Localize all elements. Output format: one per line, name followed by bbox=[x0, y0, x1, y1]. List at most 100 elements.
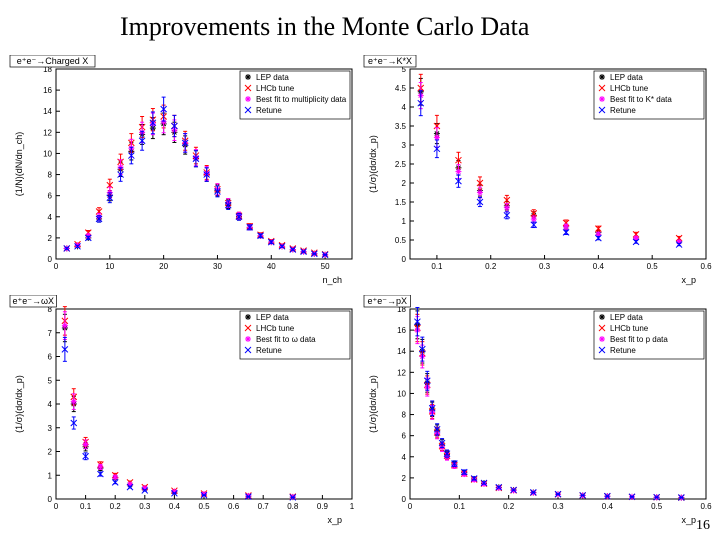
svg-text:3: 3 bbox=[402, 141, 407, 150]
svg-text:(1/σ)(dσ/dx_p): (1/σ)(dσ/dx_p) bbox=[368, 135, 378, 193]
chart-omega-x: 00.10.20.30.40.50.60.70.80.91012345678x_… bbox=[8, 295, 358, 531]
svg-text:12: 12 bbox=[397, 368, 406, 377]
svg-text:e⁺e⁻→Charged X: e⁺e⁻→Charged X bbox=[17, 56, 89, 66]
svg-text:0.1: 0.1 bbox=[80, 502, 92, 511]
svg-text:0.2: 0.2 bbox=[110, 502, 122, 511]
svg-text:0.4: 0.4 bbox=[169, 502, 181, 511]
svg-text:0: 0 bbox=[48, 495, 53, 504]
svg-text:8: 8 bbox=[402, 410, 407, 419]
svg-text:20: 20 bbox=[159, 262, 168, 271]
svg-text:0.5: 0.5 bbox=[651, 502, 663, 511]
svg-text:Retune: Retune bbox=[256, 106, 282, 115]
svg-text:50: 50 bbox=[321, 262, 330, 271]
svg-text:8: 8 bbox=[48, 171, 53, 180]
svg-text:Best fit to K* data: Best fit to K* data bbox=[610, 95, 672, 104]
chart-kstar-x: 0.10.20.30.40.50.600.511.522.533.544.55x… bbox=[362, 55, 712, 291]
svg-text:LEP data: LEP data bbox=[610, 313, 643, 322]
svg-text:1.5: 1.5 bbox=[395, 198, 407, 207]
svg-text:1: 1 bbox=[402, 217, 407, 226]
svg-text:Best fit to p data: Best fit to p data bbox=[610, 335, 668, 344]
svg-text:x_p: x_p bbox=[681, 515, 696, 525]
svg-text:0.6: 0.6 bbox=[700, 262, 712, 271]
chart-charged-x: 01020304050024681012141618n_ch(1/N)(dN/d… bbox=[8, 55, 358, 291]
svg-text:0.1: 0.1 bbox=[454, 502, 466, 511]
svg-text:LHCb tune: LHCb tune bbox=[256, 324, 295, 333]
svg-text:0.8: 0.8 bbox=[287, 502, 299, 511]
svg-text:LHCb tune: LHCb tune bbox=[256, 84, 295, 93]
svg-text:14: 14 bbox=[397, 347, 406, 356]
page-title: Improvements in the Monte Carlo Data bbox=[120, 12, 529, 42]
svg-text:LEP data: LEP data bbox=[610, 73, 643, 82]
svg-text:LHCb tune: LHCb tune bbox=[610, 324, 649, 333]
svg-text:e⁺e⁻→ωX: e⁺e⁻→ωX bbox=[12, 296, 54, 306]
svg-text:2: 2 bbox=[48, 447, 53, 456]
svg-text:0.2: 0.2 bbox=[485, 262, 497, 271]
svg-text:3: 3 bbox=[48, 423, 53, 432]
svg-text:e⁺e⁻→pX: e⁺e⁻→pX bbox=[367, 296, 407, 306]
svg-text:(1/σ)(dσ/dx_p): (1/σ)(dσ/dx_p) bbox=[368, 375, 378, 433]
svg-text:0.5: 0.5 bbox=[647, 262, 659, 271]
svg-text:Retune: Retune bbox=[610, 106, 636, 115]
svg-text:0.7: 0.7 bbox=[258, 502, 270, 511]
svg-text:Best fit to ω data: Best fit to ω data bbox=[256, 335, 316, 344]
svg-text:LEP data: LEP data bbox=[256, 313, 289, 322]
svg-text:2: 2 bbox=[402, 179, 407, 188]
svg-text:3.5: 3.5 bbox=[395, 122, 407, 131]
svg-text:e⁺e⁻→K*X: e⁺e⁻→K*X bbox=[368, 56, 412, 66]
svg-text:0: 0 bbox=[48, 255, 53, 264]
svg-text:2.5: 2.5 bbox=[395, 160, 407, 169]
svg-text:2: 2 bbox=[48, 234, 53, 243]
svg-text:(1/N)(dN/dn_ch): (1/N)(dN/dn_ch) bbox=[14, 132, 24, 197]
svg-text:1: 1 bbox=[48, 471, 53, 480]
svg-text:5: 5 bbox=[48, 376, 53, 385]
svg-text:0.6: 0.6 bbox=[700, 502, 712, 511]
svg-text:0.6: 0.6 bbox=[228, 502, 240, 511]
svg-text:(1/σ)(dσ/dx_p): (1/σ)(dσ/dx_p) bbox=[14, 375, 24, 433]
svg-text:6: 6 bbox=[48, 352, 53, 361]
svg-text:Retune: Retune bbox=[610, 346, 636, 355]
svg-text:0: 0 bbox=[408, 502, 413, 511]
svg-text:LHCb tune: LHCb tune bbox=[610, 84, 649, 93]
svg-text:x_p: x_p bbox=[327, 515, 342, 525]
chart-grid: 01020304050024681012141618n_ch(1/N)(dN/d… bbox=[8, 55, 712, 530]
svg-text:0.9: 0.9 bbox=[317, 502, 329, 511]
svg-text:x_p: x_p bbox=[681, 275, 696, 285]
chart-p-x: 00.10.20.30.40.50.6024681012141618x_p(1/… bbox=[362, 295, 712, 531]
svg-text:4: 4 bbox=[402, 452, 407, 461]
svg-text:Retune: Retune bbox=[256, 346, 282, 355]
svg-text:Best fit to multiplicity data: Best fit to multiplicity data bbox=[256, 95, 347, 104]
svg-text:16: 16 bbox=[43, 86, 52, 95]
svg-text:0.1: 0.1 bbox=[431, 262, 443, 271]
svg-text:7: 7 bbox=[48, 328, 53, 337]
svg-text:1: 1 bbox=[350, 502, 355, 511]
svg-text:10: 10 bbox=[43, 149, 52, 158]
svg-text:40: 40 bbox=[267, 262, 276, 271]
svg-text:LEP data: LEP data bbox=[256, 73, 289, 82]
svg-text:0.3: 0.3 bbox=[552, 502, 564, 511]
svg-text:2: 2 bbox=[402, 473, 407, 482]
svg-text:0: 0 bbox=[54, 502, 59, 511]
svg-text:6: 6 bbox=[402, 431, 407, 440]
svg-text:0: 0 bbox=[402, 495, 407, 504]
svg-text:0.2: 0.2 bbox=[503, 502, 515, 511]
svg-text:0.3: 0.3 bbox=[139, 502, 151, 511]
svg-text:14: 14 bbox=[43, 107, 52, 116]
svg-text:4.5: 4.5 bbox=[395, 84, 407, 93]
svg-text:n_ch: n_ch bbox=[322, 275, 342, 285]
svg-text:0.4: 0.4 bbox=[593, 262, 605, 271]
svg-text:0.5: 0.5 bbox=[395, 236, 407, 245]
svg-text:6: 6 bbox=[48, 192, 53, 201]
svg-text:10: 10 bbox=[397, 389, 406, 398]
svg-text:16: 16 bbox=[397, 326, 406, 335]
svg-text:4: 4 bbox=[48, 400, 53, 409]
svg-text:30: 30 bbox=[213, 262, 222, 271]
svg-text:0.4: 0.4 bbox=[602, 502, 614, 511]
svg-text:4: 4 bbox=[48, 213, 53, 222]
svg-text:4: 4 bbox=[402, 103, 407, 112]
svg-text:10: 10 bbox=[105, 262, 114, 271]
svg-text:12: 12 bbox=[43, 128, 52, 137]
svg-text:0: 0 bbox=[402, 255, 407, 264]
svg-text:0: 0 bbox=[54, 262, 59, 271]
svg-text:0.5: 0.5 bbox=[198, 502, 210, 511]
svg-text:0.3: 0.3 bbox=[539, 262, 551, 271]
